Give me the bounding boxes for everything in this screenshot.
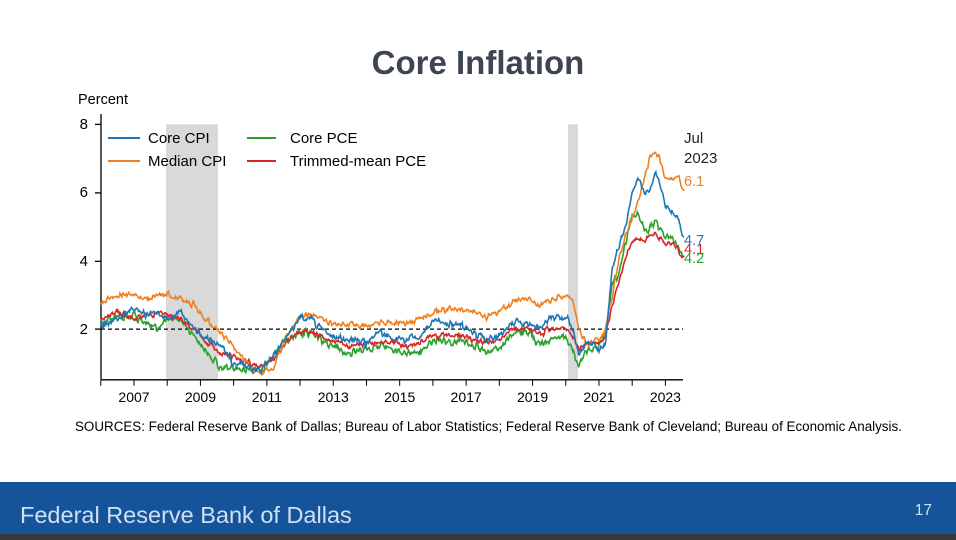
svg-text:2017: 2017 — [451, 389, 482, 405]
svg-text:8: 8 — [80, 116, 88, 133]
svg-text:2009: 2009 — [185, 389, 216, 405]
svg-text:Trimmed-mean PCE: Trimmed-mean PCE — [290, 153, 426, 170]
svg-text:2023: 2023 — [650, 389, 681, 405]
svg-text:2011: 2011 — [252, 389, 282, 405]
svg-text:Core PCE: Core PCE — [290, 130, 358, 147]
svg-text:2023: 2023 — [684, 150, 717, 167]
svg-text:2: 2 — [80, 321, 88, 338]
svg-text:4.2: 4.2 — [684, 251, 704, 267]
svg-text:Jul: Jul — [684, 130, 703, 147]
svg-text:6.1: 6.1 — [684, 174, 704, 190]
svg-text:Median CPI: Median CPI — [148, 153, 226, 170]
svg-text:6: 6 — [80, 184, 88, 201]
svg-text:2019: 2019 — [517, 389, 548, 405]
svg-text:2007: 2007 — [118, 389, 149, 405]
svg-text:Percent: Percent — [78, 92, 128, 108]
svg-text:4: 4 — [80, 253, 88, 270]
svg-text:Core CPI: Core CPI — [148, 130, 210, 147]
svg-text:2015: 2015 — [384, 389, 415, 405]
svg-text:2013: 2013 — [318, 389, 349, 405]
svg-text:2021: 2021 — [583, 389, 614, 405]
